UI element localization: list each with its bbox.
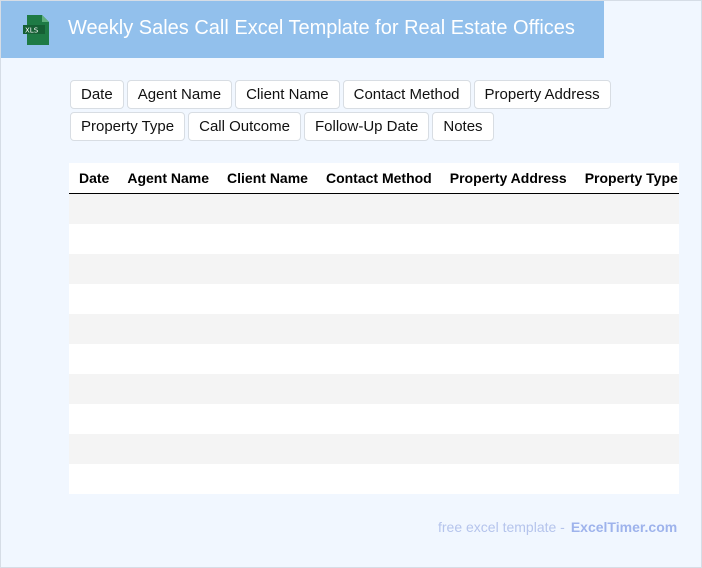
title-bar: XLS Weekly Sales Call Excel Template for…: [1, 1, 604, 58]
field-chip[interactable]: Client Name: [235, 80, 340, 109]
column-header: Property Type: [584, 170, 678, 186]
column-header: Agent Name: [127, 170, 210, 186]
table-row: [69, 434, 679, 464]
column-header: Contact Method: [325, 170, 432, 186]
column-header: Property Address: [449, 170, 567, 186]
table-row: [69, 254, 679, 284]
table-row: [69, 314, 679, 344]
field-chip[interactable]: Notes: [432, 112, 494, 141]
field-chip[interactable]: Agent Name: [126, 80, 233, 109]
table-row: [69, 224, 679, 254]
table-body: [69, 194, 679, 494]
field-chip[interactable]: Contact Method: [342, 80, 471, 109]
field-chip[interactable]: Property Address: [473, 80, 611, 109]
svg-text:XLS: XLS: [25, 27, 39, 35]
table-row: [69, 284, 679, 314]
field-chip[interactable]: Call Outcome: [188, 112, 301, 141]
field-chip[interactable]: Follow-Up Date: [303, 112, 430, 141]
table-row: [69, 194, 679, 224]
field-chip[interactable]: Date: [70, 80, 124, 109]
xls-file-icon: XLS: [23, 15, 49, 45]
table-header: Date Agent Name Client Name Contact Method P…: [69, 163, 679, 194]
column-header: Date: [79, 170, 110, 186]
field-chips: Date Agent Name Client Name Contact Method P…: [70, 80, 630, 141]
table-row: [69, 464, 679, 494]
footer-text: free excel template -: [438, 519, 565, 535]
table-row: [69, 344, 679, 374]
field-chip[interactable]: Property Type: [70, 112, 186, 141]
footer: free excel template - ExcelTimer.com: [438, 519, 677, 535]
page-title: Weekly Sales Call Excel Template for Rea…: [68, 17, 575, 39]
data-table: Date Agent Name Client Name Contact Method P…: [69, 163, 679, 494]
column-header: Client Name: [227, 170, 308, 186]
table-row: [69, 374, 679, 404]
table-row: [69, 404, 679, 434]
footer-brand-link[interactable]: ExcelTimer.com: [570, 519, 678, 535]
